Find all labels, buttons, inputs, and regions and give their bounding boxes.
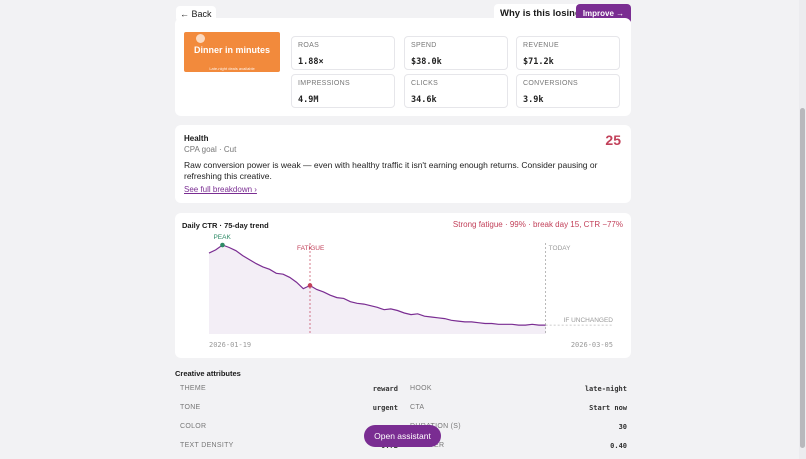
metric-clicks: CLICKS 34.6k xyxy=(404,74,508,108)
fatigue-status: Strong fatigue · 99% · break day 15, CTR… xyxy=(452,220,623,229)
scrollbar-thumb[interactable] xyxy=(800,108,805,448)
full-breakdown-link[interactable]: See full breakdown › xyxy=(184,185,257,194)
metric-value: 3.9k xyxy=(523,95,544,105)
fatigue-label: FATIGUE xyxy=(297,245,325,252)
metric-value: 34.6k xyxy=(411,95,437,105)
attr-value: reward xyxy=(372,385,398,393)
health-title: Health xyxy=(184,134,209,143)
metric-label: ROAS xyxy=(298,42,320,49)
metric-value: 1.88× xyxy=(298,57,324,67)
creative-title: Dinner in minutes xyxy=(193,45,270,55)
open-assistant-button[interactable]: Open assistant xyxy=(364,425,441,447)
scrollbar[interactable] xyxy=(799,0,806,459)
if-unchanged-label: IF UNCHANGED xyxy=(564,317,614,324)
metric-revenue: REVENUE $71.2k xyxy=(516,36,620,70)
attr-key: HOOK xyxy=(410,385,432,392)
attr-key: THEME xyxy=(180,385,206,392)
metric-impressions: IMPRESSIONS 4.9M xyxy=(291,74,395,108)
today-label: TODAY xyxy=(549,245,571,252)
trend-title: Daily CTR · 75-day trend xyxy=(182,221,269,230)
metric-label: IMPRESSIONS xyxy=(298,80,350,87)
attr-cta: CTA Start now xyxy=(405,400,631,417)
attributes-heading: Creative attributes xyxy=(175,369,241,378)
metric-roas: ROAS 1.88× xyxy=(291,36,395,70)
attr-key: TONE xyxy=(180,404,201,411)
metric-value: $71.2k xyxy=(523,57,554,67)
metric-value: 4.9M xyxy=(298,95,319,105)
attr-value: 30 xyxy=(618,423,627,431)
metric-label: CLICKS xyxy=(411,80,439,87)
metric-label: REVENUE xyxy=(523,42,559,49)
ctr-trend-chart: PEAK FATIGUE TODAY IF UNCHANGED 2026-01-… xyxy=(208,234,614,349)
attr-tone: TONE urgent xyxy=(175,400,402,417)
health-card: Health CPA goal · Cut 25 Raw conversion … xyxy=(175,125,631,203)
metric-label: CONVERSIONS xyxy=(523,80,579,87)
health-description: Raw conversion power is weak — even with… xyxy=(184,160,598,181)
attr-value: urgent xyxy=(372,404,398,412)
x-end-date: 2026-03-05 xyxy=(571,341,613,349)
attr-value: 0.40 xyxy=(610,442,627,450)
creative-thumbnail[interactable]: Dinner in minutes Late-night deals avail… xyxy=(184,32,280,72)
attr-hook: HOOK late-night xyxy=(405,381,631,398)
metric-value: $38.0k xyxy=(411,57,442,67)
attr-value: late-night xyxy=(584,385,627,393)
creative-dot-icon xyxy=(196,34,205,43)
attr-key: COLOR xyxy=(180,423,207,430)
peak-point xyxy=(220,242,225,248)
attr-value: Start now xyxy=(589,404,627,412)
fatigue-point xyxy=(307,283,313,288)
attr-theme: THEME reward xyxy=(175,381,402,398)
metric-label: SPEND xyxy=(411,42,437,49)
metric-spend: SPEND $38.0k xyxy=(404,36,508,70)
attr-color: COLOR xyxy=(175,419,402,436)
x-start-date: 2026-01-19 xyxy=(209,341,251,349)
trend-card: Daily CTR · 75-day trend Strong fatigue … xyxy=(175,213,631,358)
metric-conversions: CONVERSIONS 3.9k xyxy=(516,74,620,108)
health-subtitle: CPA goal · Cut xyxy=(184,145,237,154)
health-score: 25 xyxy=(605,132,621,148)
creative-subtitle: Late-night deals available xyxy=(209,66,255,71)
ctr-area-fill xyxy=(209,245,546,334)
peak-label: PEAK xyxy=(213,234,231,241)
attr-key: TEXT DENSITY xyxy=(180,442,234,449)
ctr-series-line xyxy=(208,244,546,326)
attr-key: CTA xyxy=(410,404,425,411)
